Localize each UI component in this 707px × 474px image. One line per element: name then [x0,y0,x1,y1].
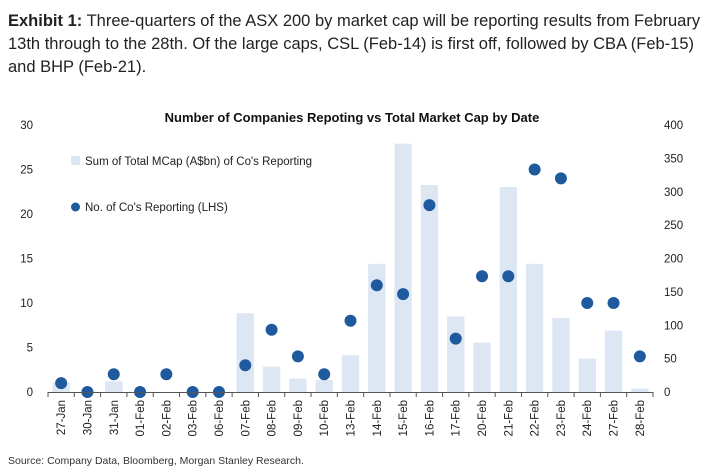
legend-bar-swatch [71,156,80,165]
legend-bar-label: Sum of Total MCap (A$bn) of Co's Reporti… [85,156,312,168]
x-tick-label: 02-Feb [161,400,173,436]
x-tick-label: 21-Feb [503,400,515,436]
bar [578,358,596,392]
x-tick-label: 20-Feb [477,400,489,436]
left-tick-label: 0 [27,387,33,399]
x-tick-label: 06-Feb [214,400,226,436]
right-tick-label: 250 [664,220,683,232]
bar [631,388,649,392]
x-tick-label: 01-Feb [135,400,147,436]
exhibit-caption: Exhibit 1: Three-quarters of the ASX 200… [8,10,703,79]
legend-dot-label: No. of Co's Reporting (LHS) [85,202,228,214]
x-tick-label: 28-Feb [635,400,647,436]
bar [604,330,623,392]
dot [528,163,541,176]
dot [581,297,594,309]
x-tick-label: 22-Feb [530,400,542,436]
x-tick-label: 10-Feb [319,400,331,436]
exhibit-label: Exhibit 1: [8,12,83,30]
bar [552,317,570,392]
right-tick-label: 400 [664,120,683,132]
x-tick-label: 15-Feb [398,400,410,436]
dot [318,368,331,381]
left-tick-label: 15 [20,254,33,266]
chart-title: Number of Companies Repoting vs Total Ma… [165,110,540,125]
left-tick-label: 20 [20,209,33,221]
x-tick-label: 24-Feb [582,400,594,436]
x-tick-label: 08-Feb [267,400,279,436]
bar [394,143,412,392]
dot [502,270,515,283]
dot [239,359,252,372]
bar [447,316,465,392]
dot [607,297,620,309]
legend: Sum of Total MCap (A$bn) of Co's Reporti… [71,156,312,214]
dot [107,368,120,381]
x-tick-label: 30-Jan [82,400,94,435]
source-note: Source: Company Data, Bloomberg, Morgan … [8,455,304,467]
right-tick-label: 0 [664,387,670,399]
dot [423,199,436,212]
dot [160,368,173,381]
dot [291,350,304,363]
right-tick-label: 100 [664,320,683,332]
exhibit-text: Three-quarters of the ASX 200 by market … [8,12,701,76]
bar [499,187,518,392]
x-tick-label: 14-Feb [372,400,384,436]
dot [397,288,410,301]
x-tick-label: 27-Jan [56,400,68,435]
right-tick-label: 150 [664,287,683,299]
dot [633,350,646,363]
bar [420,185,439,392]
x-tick-label: 09-Feb [293,400,305,436]
left-tick-label: 25 [20,165,33,177]
x-tick-label: 03-Feb [188,400,200,436]
bar [473,342,491,392]
bar [289,378,307,392]
legend-dot-swatch [71,202,80,212]
bar [236,313,254,392]
x-tick-label: 27-Feb [609,400,621,436]
right-tick-label: 50 [664,354,677,366]
dot [55,377,68,390]
bar [105,381,123,392]
x-axis: 27-Jan 30-Jan 31-Jan 01-Feb 02-Feb 03-Feb 06-F… [47,392,654,436]
dot [476,270,489,283]
bar [315,379,333,392]
x-tick-label: 31-Jan [109,400,121,435]
x-tick-label: 16-Feb [424,400,436,436]
right-tick-label: 350 [664,153,683,165]
dot-series [55,163,646,398]
dot [449,332,462,345]
left-axis: 0 5 10 15 20 25 30 [20,120,33,399]
bar-series [52,143,649,392]
left-tick-label: 5 [27,343,33,355]
x-tick-label: 13-Feb [346,400,358,436]
right-tick-label: 200 [664,254,683,266]
right-axis: 0 50 100 150 200 250 300 350 400 [664,120,683,399]
dot [554,172,567,185]
bar [262,366,281,392]
left-tick-label: 10 [20,298,33,310]
bar [525,263,544,392]
x-tick-label: 07-Feb [240,400,252,436]
dot [344,314,357,327]
dot [370,279,383,292]
bar [341,355,360,392]
x-tick-label: 17-Feb [451,400,463,436]
chart: Number of Companies Repoting vs Total Ma… [20,110,683,436]
bar [368,263,386,392]
x-tick-label: 23-Feb [556,400,568,436]
right-tick-label: 300 [664,187,683,199]
dot [265,323,278,336]
left-tick-label: 30 [20,120,33,132]
